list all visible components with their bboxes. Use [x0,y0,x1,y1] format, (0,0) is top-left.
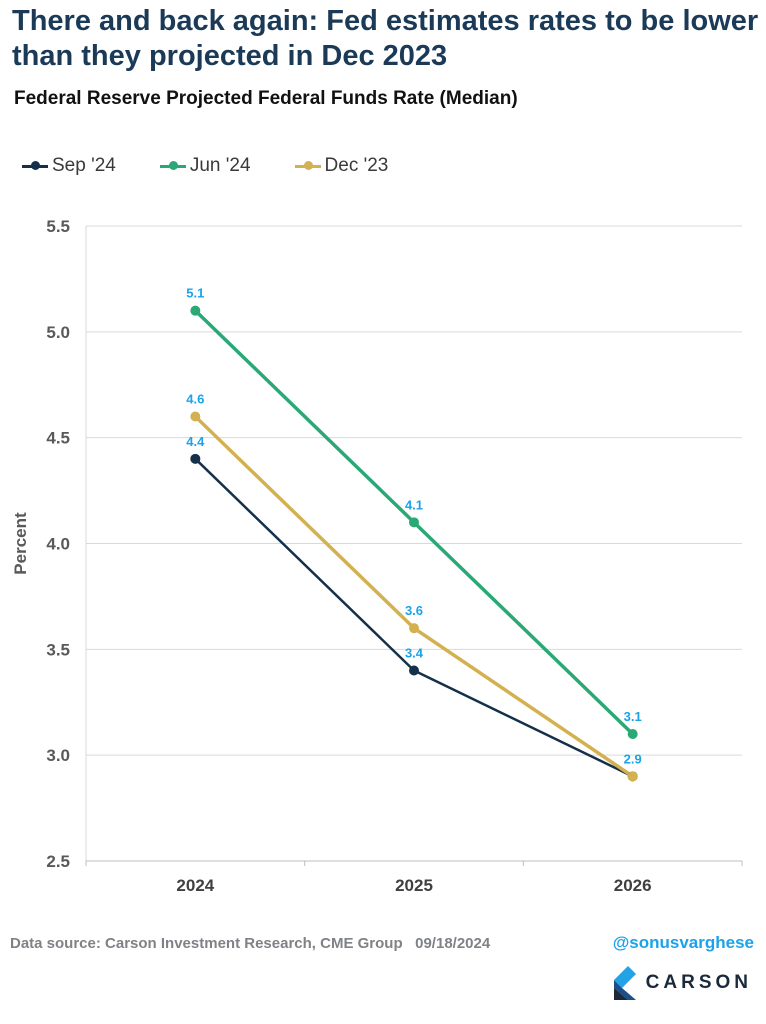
data-point-jun24 [627,729,638,739]
legend-item-jun24: Jun '24 [159,155,251,177]
y-tick-label: 4.5 [46,429,70,448]
data-point-dec23 [190,411,201,422]
data-label-dec23: 4.6 [186,392,204,407]
legend-label-jun24: Jun '24 [189,155,251,176]
legend-swatch-jun24 [159,161,186,170]
data-source-note: Data source: Carson Investment Research,… [10,935,490,952]
legend: Sep '24 Jun '24 Dec '23 [22,154,432,178]
y-axis-title: Percent [11,512,30,575]
data-point-sep24 [409,665,419,676]
data-date: 09/18/2024 [415,935,491,952]
x-tick-label: 2026 [614,876,652,895]
line-chart: 2.5 3.0 3.5 4.0 4.5 5.0 5.5 2024 2025 2026 Percent… [11,217,743,895]
data-point-jun24 [190,305,201,316]
y-tick-label: 2.5 [46,852,70,871]
data-source-text: Data source: Carson Investment Research,… [10,935,403,952]
carson-logo-icon [613,966,636,1000]
series-line-dec23 [194,415,634,778]
data-label-dec23: 2.9 [624,751,642,766]
data-label-sep24: 3.4 [405,646,424,661]
legend-label-dec23: Dec '23 [324,155,389,176]
data-point-dec23 [627,771,638,782]
x-tick-label: 2024 [176,876,214,895]
legend-swatch-dec23 [294,161,321,170]
brand-name: CARSON [645,972,752,993]
brand-logo: CARSON [613,966,752,1000]
legend-item-sep24: Sep '24 [22,155,116,177]
data-point-dec23 [409,623,419,634]
data-label-jun24: 4.1 [405,497,423,512]
x-tick-label: 2025 [395,876,433,895]
legend-swatch-sep24 [22,161,48,170]
y-tick-label: 5.5 [46,217,70,236]
data-label-dec23: 3.6 [405,603,423,618]
legend-label-sep24: Sep '24 [52,155,116,176]
data-label-jun24: 5.1 [186,286,204,301]
legend-item-dec23: Dec '23 [294,155,389,177]
chart-headline: There and back again: Fed estimates rate… [12,5,759,72]
data-point-jun24 [409,517,419,528]
y-tick-label: 5.0 [46,323,70,342]
y-tick-label: 3.0 [46,746,70,765]
y-tick-label: 3.5 [46,640,70,659]
chart-title: Federal Reserve Projected Federal Funds … [14,88,518,109]
data-label-sep24: 4.4 [186,434,205,449]
data-label-jun24: 3.1 [624,709,642,724]
data-point-sep24 [190,453,201,464]
author-handle: @sonusvarghese [612,933,754,952]
y-tick-label: 4.0 [46,535,70,554]
